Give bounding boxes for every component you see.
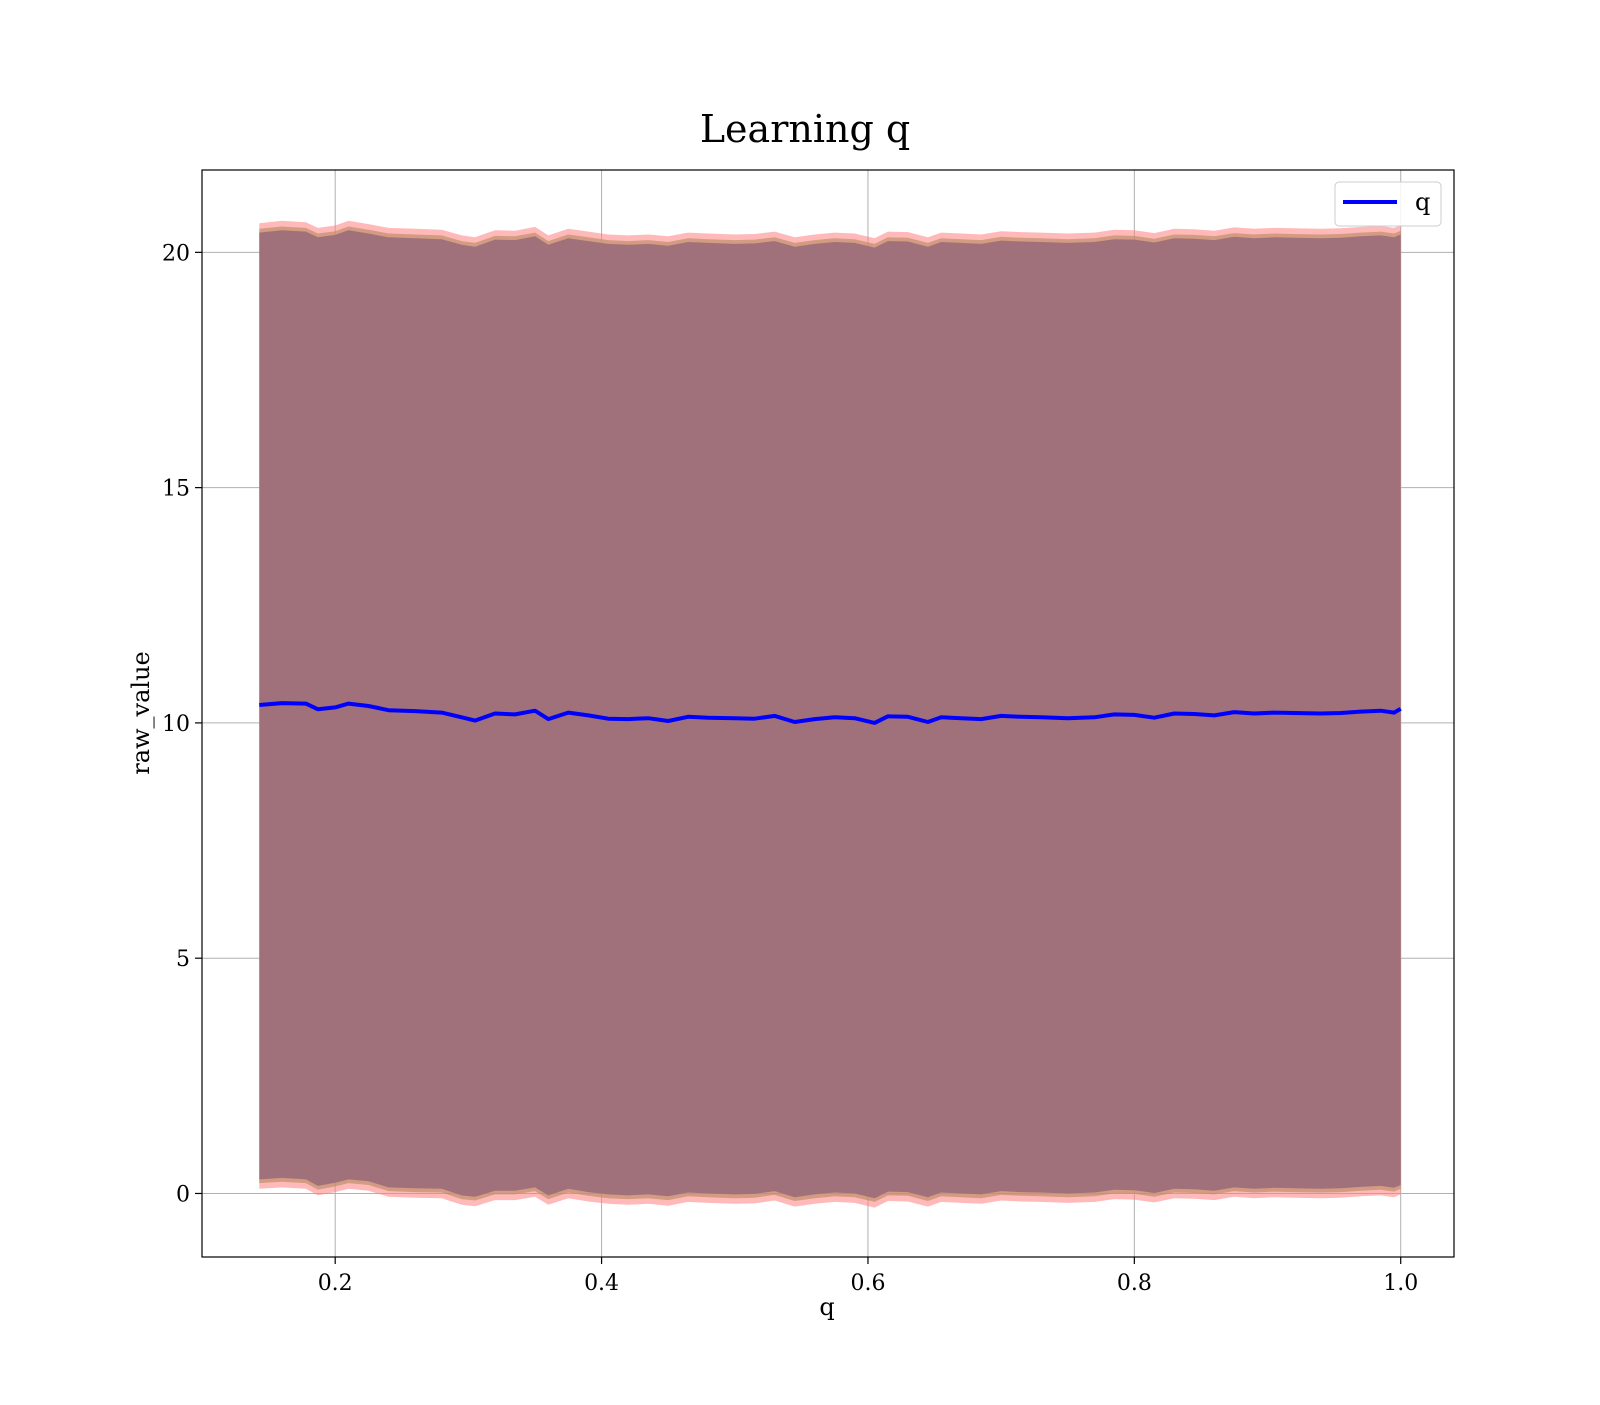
series-line-q [259, 701, 1402, 725]
confidence-bands [259, 220, 1401, 1208]
y-tick-label: 5 [176, 947, 190, 972]
legend: q [1334, 181, 1442, 227]
plot-frame [201, 169, 1455, 1258]
y-tick-label: 20 [162, 241, 190, 266]
y-axis-ticks: 0 5 10 15 20 [162, 241, 202, 1207]
y-tick-label: 10 [162, 712, 190, 737]
y-tick-label: 15 [162, 477, 190, 502]
chart-title: Learning q [700, 107, 910, 151]
y-tick-label: 0 [176, 1182, 190, 1207]
data-series [259, 701, 1402, 725]
x-tick-label: 1.0 [1383, 1271, 1418, 1296]
confidence-band [259, 230, 1401, 1199]
x-tick-label: 0.2 [318, 1271, 353, 1296]
legend-label-q: q [1415, 188, 1430, 216]
x-tick-label: 0.8 [1117, 1271, 1152, 1296]
x-tick-label: 0.4 [584, 1271, 619, 1296]
x-axis-ticks: 0.2 0.4 0.6 0.8 1.0 [318, 1257, 1418, 1296]
y-axis-label: raw_value [127, 651, 155, 775]
x-axis-label: q [819, 1293, 834, 1321]
x-tick-label: 0.6 [850, 1271, 885, 1296]
